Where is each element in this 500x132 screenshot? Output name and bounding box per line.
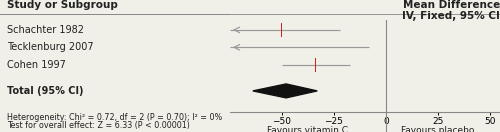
Text: Heterogeneity: Chi² = 0.72, df = 2 (P = 0.70); I² = 0%: Heterogeneity: Chi² = 0.72, df = 2 (P = … <box>7 113 222 122</box>
Text: Cohen 1997: Cohen 1997 <box>7 60 66 70</box>
Bar <box>314 58 316 72</box>
Text: Schachter 1982: Schachter 1982 <box>7 25 84 35</box>
Text: Tecklenburg 2007: Tecklenburg 2007 <box>7 42 94 52</box>
Text: Favours placebo: Favours placebo <box>401 126 474 132</box>
Text: IV, Fixed, 95% CI: IV, Fixed, 95% CI <box>402 11 500 21</box>
Text: Favours vitamin C: Favours vitamin C <box>268 126 348 132</box>
Text: Mean Difference: Mean Difference <box>403 0 500 10</box>
Text: Total (95% CI): Total (95% CI) <box>7 86 84 96</box>
Polygon shape <box>253 84 317 98</box>
Text: Test for overall effect: Z = 6.33 (P < 0.00001): Test for overall effect: Z = 6.33 (P < 0… <box>7 121 190 130</box>
Text: Study or Subgroup: Study or Subgroup <box>7 0 118 10</box>
